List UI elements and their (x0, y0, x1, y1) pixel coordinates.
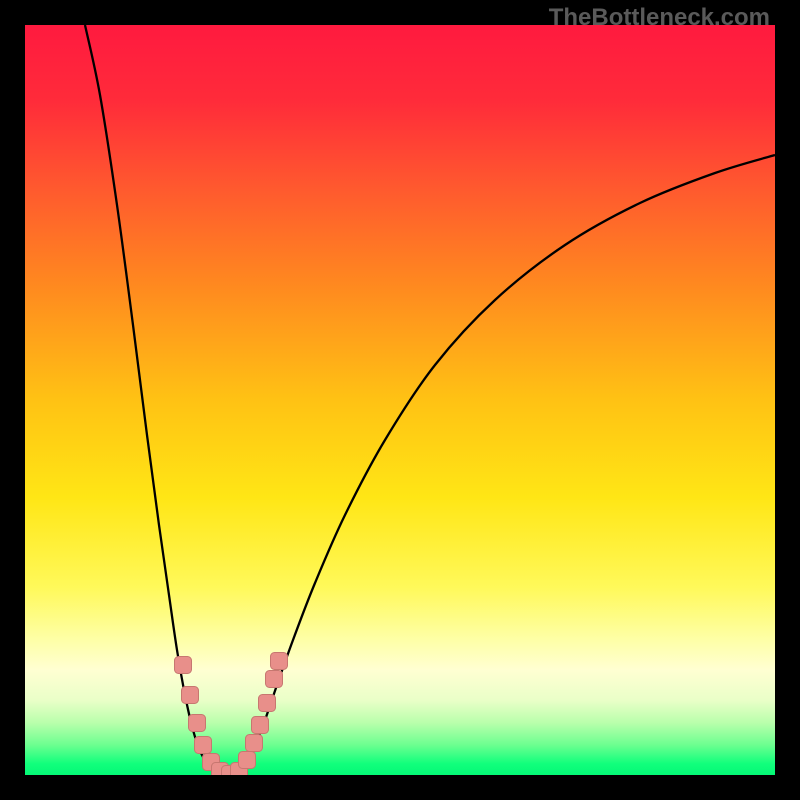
data-marker (195, 737, 212, 754)
watermark-text: TheBottleneck.com (549, 4, 770, 32)
left-curve (85, 25, 230, 775)
data-marker (252, 717, 269, 734)
plot-area (25, 25, 775, 775)
data-marker (239, 752, 256, 769)
marker-group (175, 653, 288, 776)
chart-root: TheBottleneck.com (0, 0, 800, 800)
data-marker (259, 695, 276, 712)
data-marker (175, 657, 192, 674)
data-marker (266, 671, 283, 688)
right-curve (230, 155, 775, 775)
data-marker (246, 735, 263, 752)
data-marker (271, 653, 288, 670)
data-marker (182, 687, 199, 704)
data-marker (189, 715, 206, 732)
curve-layer (25, 25, 775, 775)
